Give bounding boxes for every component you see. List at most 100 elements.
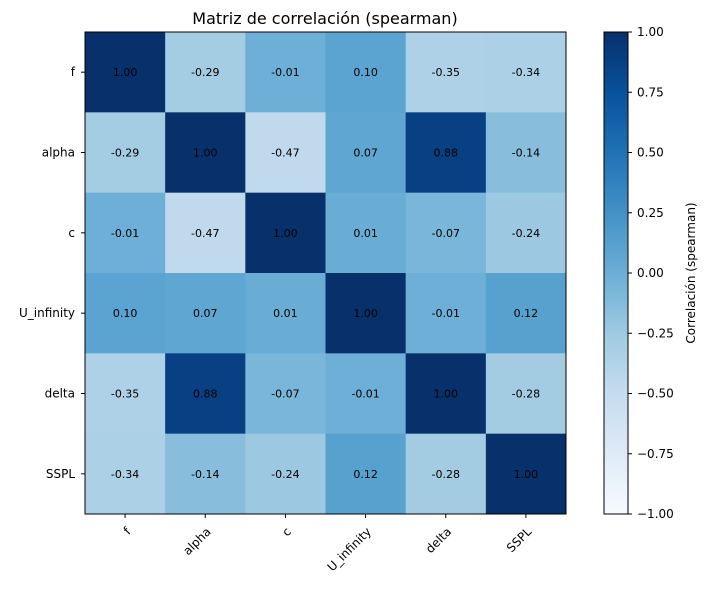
x-tick-label: SSPL — [504, 524, 535, 555]
y-tick-label: U_infinity — [19, 306, 75, 320]
heatmap-cell — [85, 32, 166, 113]
cell-value-label: -0.01 — [111, 227, 139, 240]
cell-value-label: 1.00 — [514, 468, 539, 481]
cell-value-label: -0.28 — [432, 468, 460, 481]
heatmap-cell — [245, 353, 326, 435]
colorbar-tick-label: 0.00 — [637, 266, 664, 280]
heatmap-cell — [405, 353, 487, 435]
y-tick-label: alpha — [42, 146, 75, 160]
y-tick-label: delta — [45, 387, 75, 401]
x-tick-label: U_infinity — [325, 525, 375, 575]
cell-value-label: -0.14 — [512, 147, 540, 160]
colorbar-label: Correlación (spearman) — [684, 202, 698, 343]
cell-value-label: -0.24 — [512, 227, 540, 240]
colorbar-tick-label: −0.50 — [637, 387, 674, 401]
cell-value-label: 1.00 — [273, 227, 298, 240]
y-tick-label: SSPL — [46, 467, 75, 481]
colorbar-ticks: 1.00 0.75 0.50 0.25 0.00 −0.25 −0.50 −0.75 −1.00 — [628, 25, 674, 521]
heatmap-cell — [325, 112, 407, 194]
cell-value-label: -0.35 — [111, 388, 139, 401]
x-tick-label: c — [279, 525, 294, 540]
colorbar-tick-label: 0.25 — [637, 206, 664, 220]
heatmap-cell — [85, 353, 166, 435]
heatmap-cell — [85, 192, 166, 274]
heatmap-cell — [485, 353, 567, 435]
cell-value-label: 0.12 — [514, 307, 539, 320]
heatmap-cell — [325, 353, 407, 435]
heatmap-cell — [245, 273, 326, 354]
heatmap-cells: 1.00 -0.29 -0.01 0.10 -0.35 -0.34 -0.29 1.00 -0.… — [85, 32, 567, 515]
cell-value-label: 1.00 — [353, 307, 378, 320]
cell-value-label: -0.01 — [271, 66, 299, 79]
cell-value-label: 1.00 — [434, 388, 459, 401]
heatmap-cell — [85, 433, 166, 515]
heatmap-cell — [245, 433, 326, 515]
cell-value-label: 0.01 — [353, 227, 378, 240]
cell-value-label: -0.35 — [432, 66, 460, 79]
heatmap-cell — [405, 32, 487, 113]
heatmap-cell — [165, 273, 246, 354]
heatmap-cell — [165, 353, 246, 435]
cell-value-label: -0.07 — [432, 227, 460, 240]
heatmap-cell — [485, 192, 567, 274]
cell-value-label: -0.29 — [111, 147, 139, 160]
chart-title: Matriz de correlación (spearman) — [192, 9, 457, 28]
colorbar — [603, 31, 629, 515]
y-tick-label: c — [68, 226, 75, 240]
heatmap-cell — [405, 433, 487, 515]
cell-value-label: -0.47 — [271, 147, 299, 160]
y-tick-label: f — [71, 65, 76, 79]
cell-value-label: 0.10 — [353, 66, 378, 79]
heatmap-cell — [485, 433, 567, 515]
cell-value-label: 0.10 — [113, 307, 138, 320]
heatmap-cell — [85, 273, 166, 354]
heatmap-cell — [325, 273, 407, 354]
heatmap-cell — [485, 273, 567, 354]
cell-value-label: -0.28 — [512, 388, 540, 401]
cell-value-label: -0.01 — [432, 307, 460, 320]
colorbar-tick-label: −1.00 — [637, 507, 674, 521]
heatmap-cell — [165, 112, 246, 194]
colorbar-tick-label: −0.25 — [637, 326, 674, 340]
cell-value-label: -0.29 — [191, 66, 219, 79]
cell-value-label: 1.00 — [113, 66, 138, 79]
heatmap-cell — [165, 192, 246, 274]
cell-value-label: 0.07 — [193, 307, 218, 320]
cell-value-label: -0.24 — [271, 468, 299, 481]
colorbar-tick-label: 0.50 — [637, 146, 664, 160]
cell-value-label: 0.07 — [353, 147, 378, 160]
cell-value-label: 0.12 — [353, 468, 378, 481]
cell-value-label: -0.14 — [191, 468, 219, 481]
heatmap-cell — [245, 112, 326, 194]
x-tick-label: delta — [423, 525, 454, 556]
heatmap-cell — [165, 32, 246, 113]
heatmap-cell — [325, 32, 407, 113]
heatmap-cell — [405, 192, 487, 274]
heatmap-cell — [485, 112, 567, 194]
heatmap-cell — [485, 32, 567, 113]
heatmap-cell — [325, 433, 407, 515]
cell-value-label: 0.01 — [273, 307, 298, 320]
x-axis-ticks: f alpha c U_infinity delta SSPL — [121, 514, 535, 574]
heatmap-cell — [165, 433, 246, 515]
colorbar-tick-label: −0.75 — [637, 447, 674, 461]
cell-value-label: 0.88 — [193, 388, 218, 401]
heatmap-frame — [84, 31, 567, 515]
x-tick-label: f — [121, 524, 134, 537]
cell-value-label: -0.47 — [191, 227, 219, 240]
x-tick-label: alpha — [180, 525, 213, 558]
heatmap-cell — [405, 112, 487, 194]
colorbar-tick-label: 0.75 — [637, 85, 664, 99]
cell-value-label: 1.00 — [193, 147, 218, 160]
cell-value-label: -0.01 — [351, 388, 379, 401]
cell-value-label: -0.07 — [271, 388, 299, 401]
heatmap-cell — [85, 112, 166, 194]
heatmap-cell — [245, 192, 326, 274]
heatmap-cell — [325, 192, 407, 274]
cell-value-label: -0.34 — [512, 66, 540, 79]
heatmap-cell — [405, 273, 487, 354]
cell-value-label: 0.88 — [434, 147, 459, 160]
heatmap-cell — [245, 32, 326, 113]
